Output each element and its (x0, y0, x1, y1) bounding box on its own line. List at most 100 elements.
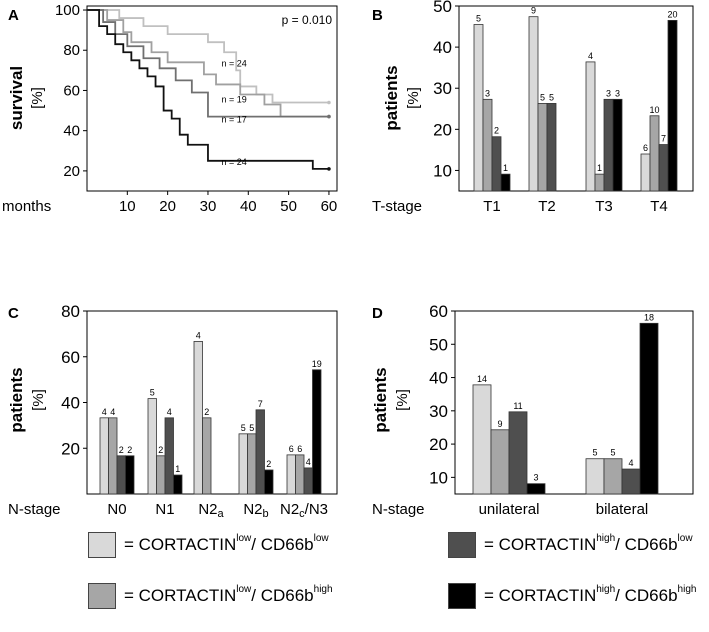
panel-b-bar-label: 10 (649, 105, 659, 115)
panel-c-bar-label: 6 (297, 444, 302, 454)
panel-a-curve-2 (87, 9, 329, 118)
panel-b-category-label: T4 (650, 198, 668, 215)
panel-c-bar (164, 417, 174, 495)
panel-a: A 20 40 60 80 100 10 20 30 40 50 60 survival [%] month… (2, 2, 338, 215)
panel-c-bar (295, 454, 305, 495)
panel-b-bar-label: 3 (606, 88, 611, 98)
panel-c-category-label: N2b (243, 501, 268, 520)
panel-b-bar-label: 1 (597, 163, 602, 173)
panel-d-bar (472, 384, 492, 495)
legend-swatch (448, 532, 476, 558)
panel-d-ytick-label: 10 (429, 468, 448, 487)
panel-c-bar (193, 341, 203, 495)
legend-label: = CORTACTINhigh/ CD66bhigh (484, 584, 697, 605)
panel-b-bar (649, 115, 660, 192)
panel-b-bar-label: 5 (549, 92, 554, 102)
panel-a-xtick-label: 20 (159, 198, 176, 215)
panel-c-category-label: N2c/N3 (280, 501, 328, 520)
panel-b-bar-label: 7 (661, 134, 666, 144)
panel-d-ytick-label: 40 (429, 369, 448, 388)
panel-c-bar-label: 4 (167, 407, 172, 417)
legend-label: = CORTACTINlow/ CD66blow (124, 533, 329, 554)
panel-b-letter: B (372, 7, 383, 24)
panel-c-ytick-label: 20 (61, 439, 80, 458)
panel-b-bar (658, 144, 669, 192)
panel-b-category-label: T2 (538, 198, 556, 215)
panel-c-ytick-label: 40 (61, 394, 80, 413)
panel-d-ytick-label: 30 (429, 402, 448, 421)
panel-a-ytick-label: 100 (55, 2, 80, 19)
panel-b-frame (458, 5, 694, 192)
panel-a-ytick-label: 80 (63, 42, 80, 59)
panel-b-bar (667, 19, 678, 192)
panel-a-curve-label-3: n = 17 (222, 115, 247, 125)
legend-swatch (88, 532, 116, 558)
panel-d-bar (508, 411, 528, 495)
panel-d-bar-label: 5 (592, 448, 597, 458)
panel-c-bar-label: 2 (158, 445, 163, 455)
panel-b-bar (482, 98, 493, 192)
panel-d-bar-label: 9 (497, 419, 502, 429)
panel-b-bar (603, 98, 614, 192)
panel-b-ytick-label: 30 (433, 79, 452, 98)
panel-c-bar-label: 4 (196, 330, 201, 340)
panel-b-bar (500, 173, 511, 192)
panel-c-bar (312, 369, 322, 495)
panel-a-curve-4 (87, 9, 329, 170)
panel-c-bar (99, 417, 109, 495)
panel-c-bar (125, 455, 135, 495)
panel-c-bar-label: 7 (258, 399, 263, 409)
panel-a-curve-label-2: n = 19 (222, 95, 247, 105)
panel-a-xtick-label: 10 (119, 198, 136, 215)
panel-a-letter: A (8, 7, 19, 24)
panel-d-category-label: bilateral (596, 501, 649, 518)
panel-d-bar (490, 429, 510, 495)
panel-b-ytick-label: 40 (433, 38, 452, 57)
panel-d-bar-label: 18 (644, 312, 654, 322)
panel-c-bar-label: 1 (175, 464, 180, 474)
panel-b-bar (585, 61, 596, 192)
panel-c-ylabel: patients (7, 367, 26, 432)
legend-label: = CORTACTINlow/ CD66bhigh (124, 584, 333, 605)
legend-item: = CORTACTINlow/ CD66bhigh (88, 583, 333, 609)
panel-a-frame (86, 5, 338, 192)
panel-a-yunit: [%] (29, 87, 46, 109)
panel-d-ytick-label: 20 (429, 435, 448, 454)
panel-a-censor-4 (327, 167, 331, 171)
panel-c-category-title: N-stage (8, 501, 61, 518)
panel-c-bar-label: 5 (249, 423, 254, 433)
panel-c-bar-label: 19 (312, 359, 322, 369)
panel-b-category-label: T3 (595, 198, 613, 215)
panel-c-category-label: N0 (107, 501, 126, 518)
panel-d-bar-label: 14 (477, 374, 487, 384)
panel-c-bar-label: 4 (110, 407, 115, 417)
panel-a-xtick-label: 30 (200, 198, 217, 215)
panel-a-curve-label-4: n = 24 (222, 157, 247, 167)
panel-d-letter: D (372, 305, 383, 322)
panel-d-bar-label: 11 (513, 401, 522, 411)
panel-c-bar (202, 417, 212, 495)
panel-c-bar (116, 455, 126, 495)
panel-a-xtick-label: 60 (321, 198, 338, 215)
panel-c-bar-label: 2 (204, 407, 209, 417)
panel-c-bar (108, 417, 118, 495)
panel-c-letter: C (8, 305, 19, 322)
panel-b-bar-label: 6 (643, 143, 648, 153)
panel-b-ytick-label: 50 (433, 0, 452, 16)
panel-c-category-label: N1 (155, 501, 174, 518)
panel-c-bar-label: 2 (266, 459, 271, 469)
panel-d-bar (639, 322, 659, 495)
legend-item: = CORTACTINhigh/ CD66blow (448, 532, 693, 558)
panel-a-xlabel: months (2, 198, 51, 215)
panel-b-bar-label: 3 (615, 88, 620, 98)
panel-d-frame (454, 310, 694, 495)
panel-a-curve-label-1: n = 24 (222, 58, 247, 68)
panel-a-curve-3 (87, 9, 329, 118)
panel-d-bar (603, 458, 623, 495)
legend-item: = CORTACTINhigh/ CD66bhigh (448, 583, 696, 609)
panel-b-bar (528, 16, 539, 192)
panel-a-ytick-label: 20 (63, 163, 80, 180)
panel-d-category-title: N-stage (372, 501, 425, 518)
panel-c-ytick-label: 80 (61, 302, 80, 321)
